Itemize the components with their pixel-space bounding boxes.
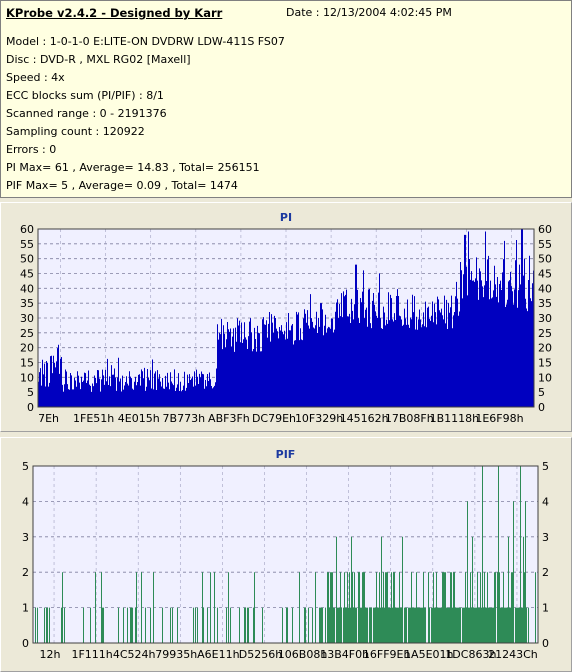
x-tick-label: 12h (40, 648, 61, 661)
y-tick-label-left: 30 (20, 312, 34, 325)
x-tick-label: 17B08Fh (385, 412, 434, 425)
pif-bars (35, 466, 536, 643)
plot-border (32, 465, 539, 644)
y-tick-label-right: 5 (538, 386, 545, 399)
app-title: KProbe v2.4.2 - Designed by Karr (6, 6, 223, 20)
x-tick-label: 4C524h (113, 648, 156, 661)
y-tick-label-right: 50 (538, 253, 552, 266)
y-tick-label-right: 25 (538, 327, 552, 340)
y-tick-label-left: 0 (22, 637, 29, 650)
y-tick-label-right: 40 (538, 282, 552, 295)
speed-line: Speed : 4x (6, 71, 65, 84)
y-tick-label-left: 55 (20, 238, 34, 251)
chart-title: PI (280, 211, 292, 224)
x-tick-label: ABF3Fh (208, 412, 250, 425)
pif-chart-panel: PIF 0 0 1 1 2 2 3 3 4 4 5 5 12h 1F111h 4C524h 79935h A6E1… (0, 437, 572, 672)
y-tick-label-right: 0 (538, 401, 545, 414)
y-tick-label-right: 45 (538, 268, 552, 281)
range-line: Scanned range : 0 - 2191376 (6, 107, 167, 120)
y-tick-label-left: 5 (22, 460, 29, 473)
x-tick-label: 1B1118h (430, 412, 480, 425)
y-tick-label-left: 50 (20, 253, 34, 266)
y-tick-label-left: 60 (20, 223, 34, 236)
y-tick-label-right: 55 (538, 238, 552, 251)
y-tick-label-left: 20 (20, 342, 34, 355)
x-tick-label: 1E6F98h (475, 412, 523, 425)
y-tick-label-right: 1 (542, 602, 549, 615)
y-tick-label-right: 5 (542, 460, 549, 473)
pi-chart-panel: PI 0 0 5 5 10 10 15 15 20 20 25 25 30 30 35 35 40 40 45 45 50… (0, 202, 572, 432)
y-tick-label-left: 10 (20, 371, 34, 384)
x-tick-label: 21243Ch (488, 648, 538, 661)
y-tick-label-right: 3 (542, 531, 549, 544)
x-tick-label: 145162h (340, 412, 389, 425)
y-tick-label-left: 45 (20, 268, 34, 281)
y-tick-label-right: 0 (542, 637, 549, 650)
y-tick-label-left: 2 (22, 566, 29, 579)
x-tick-label: 16FF9Eh (363, 648, 411, 661)
info-panel: KProbe v2.4.2 - Designed by Karr Date : … (0, 0, 572, 198)
y-tick-label-right: 35 (538, 297, 552, 310)
y-tick-label-left: 0 (27, 401, 34, 414)
pi-stats-line: PI Max= 61 , Average= 14.83 , Total= 256… (6, 161, 260, 174)
y-tick-label-left: 40 (20, 282, 34, 295)
x-tick-label: 13B4F0h (320, 648, 369, 661)
x-tick-label: 1FE51h (73, 412, 114, 425)
plot-border (37, 228, 535, 408)
y-tick-label-right: 30 (538, 312, 552, 325)
x-tick-label: 1DC863h (445, 648, 496, 661)
x-tick-label: 1A5E01h (404, 648, 453, 661)
ecc-line: ECC blocks sum (PI/PIF) : 8/1 (6, 89, 164, 102)
y-tick-label-left: 15 (20, 357, 34, 370)
info-lines: Model : 1-0-1-0 E:LITE-ON DVDRW LDW-411S… (6, 33, 285, 195)
errors-line: Errors : 0 (6, 143, 57, 156)
pi-bars (38, 229, 534, 407)
x-tick-label: 106B08h (278, 648, 328, 661)
x-tick-label: DC79Eh (252, 412, 296, 425)
y-tick-label-right: 15 (538, 357, 552, 370)
y-tick-label-left: 4 (22, 495, 29, 508)
model-line: Model : 1-0-1-0 E:LITE-ON DVDRW LDW-411S… (6, 35, 285, 48)
x-tick-label: 79935h (155, 648, 197, 661)
scan-date: Date : 12/13/2004 4:02:45 PM (286, 6, 452, 19)
y-tick-label-right: 2 (542, 566, 549, 579)
y-tick-label-left: 3 (22, 531, 29, 544)
disc-line: Disc : DVD-R , MXL RG02 [Maxell] (6, 53, 191, 66)
y-tick-label-right: 4 (542, 495, 549, 508)
chart-title: PIF (276, 448, 296, 461)
y-tick-label-left: 5 (27, 386, 34, 399)
sampling-line: Sampling count : 120922 (6, 125, 145, 138)
x-tick-label: A6E11h (197, 648, 239, 661)
x-tick-label: 4E015h (118, 412, 160, 425)
pif-chart: PIF 0 0 1 1 2 2 3 3 4 4 5 5 12h 1F111h 4C524h 79935h A6E1… (22, 448, 549, 661)
pif-stats-line: PIF Max= 5 , Average= 0.09 , Total= 1474 (6, 179, 238, 192)
x-tick-label: 7B773h (163, 412, 206, 425)
x-tick-label: 10F329h (295, 412, 343, 425)
y-tick-label-right: 20 (538, 342, 552, 355)
x-tick-label: 1F111h (71, 648, 112, 661)
y-tick-label-right: 10 (538, 371, 552, 384)
x-tick-label: 7Eh (38, 412, 59, 425)
y-tick-label-left: 1 (22, 602, 29, 615)
y-tick-label-right: 60 (538, 223, 552, 236)
y-tick-label-left: 25 (20, 327, 34, 340)
x-tick-label: D5256h (239, 648, 282, 661)
y-tick-label-left: 35 (20, 297, 34, 310)
